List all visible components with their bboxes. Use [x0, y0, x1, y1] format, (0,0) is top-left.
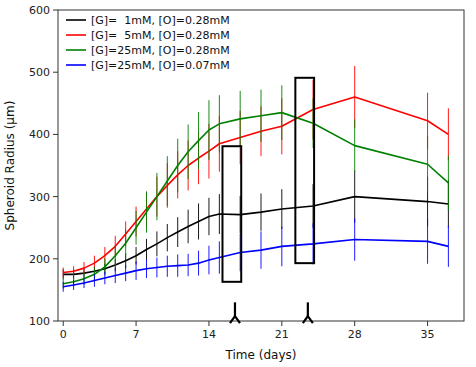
x-tick — [281, 321, 282, 326]
legend-swatch — [66, 19, 86, 21]
plot-area — [63, 66, 448, 292]
plot-frame — [58, 10, 464, 321]
series-line — [63, 240, 448, 287]
y-tick-label: 400 — [29, 128, 50, 141]
legend-label: [G]=25mM, [O]=0.07mM — [91, 59, 230, 72]
box — [295, 78, 314, 263]
series — [63, 66, 448, 277]
x-tick-label: 35 — [421, 328, 435, 341]
x-tick — [208, 321, 209, 326]
box — [222, 146, 241, 282]
series-line — [63, 113, 448, 284]
legend-label: [G]= 5mM, [O]=0.28mM — [91, 29, 230, 42]
legend-label: [G]= 1mM, [O]=0.28mM — [91, 14, 230, 27]
series — [63, 85, 448, 288]
legend-swatch — [66, 64, 86, 66]
y-tick-label: 100 — [29, 315, 50, 328]
series-line — [63, 197, 448, 275]
y-tick — [53, 134, 58, 135]
y-tick — [53, 258, 58, 259]
arrow-head — [303, 316, 313, 323]
y-tick — [53, 10, 58, 11]
arrow — [230, 302, 240, 323]
arrow — [303, 302, 313, 323]
y-tick — [53, 196, 58, 197]
legend-swatch — [66, 49, 86, 51]
legend-label: [G]=25mM, [O]=0.28mM — [91, 44, 230, 57]
x-tick — [427, 321, 428, 326]
x-axis-label: Time (days) — [225, 348, 297, 362]
series-line — [63, 97, 448, 272]
x-tick-label: 14 — [202, 328, 216, 341]
series — [63, 170, 448, 279]
x-tick — [63, 321, 64, 326]
y-tick-label: 500 — [29, 66, 50, 79]
chart: 0 7 14 21 28 35 100 200 300 400 500 600 Time (days) S… — [0, 0, 476, 367]
y-tick-label: 600 — [29, 4, 50, 17]
x-tick-label: 21 — [275, 328, 289, 341]
x-tick-label: 28 — [348, 328, 362, 341]
arrow-head — [230, 316, 240, 323]
y-tick-label: 300 — [29, 191, 50, 204]
x-tick — [354, 321, 355, 326]
y-tick — [53, 321, 58, 322]
legend-swatch — [66, 34, 86, 36]
x-tick — [136, 321, 137, 326]
series — [63, 218, 448, 291]
legend: [G]= 1mM, [O]=0.28mM [G]= 5mM, [O]=0.28mM… — [66, 14, 230, 72]
x-tick-label: 0 — [60, 328, 67, 341]
y-tick — [53, 72, 58, 73]
y-axis-label: Spheroid Radius (μm) — [3, 101, 17, 231]
x-tick-label: 7 — [133, 328, 140, 341]
y-tick-label: 200 — [29, 253, 50, 266]
